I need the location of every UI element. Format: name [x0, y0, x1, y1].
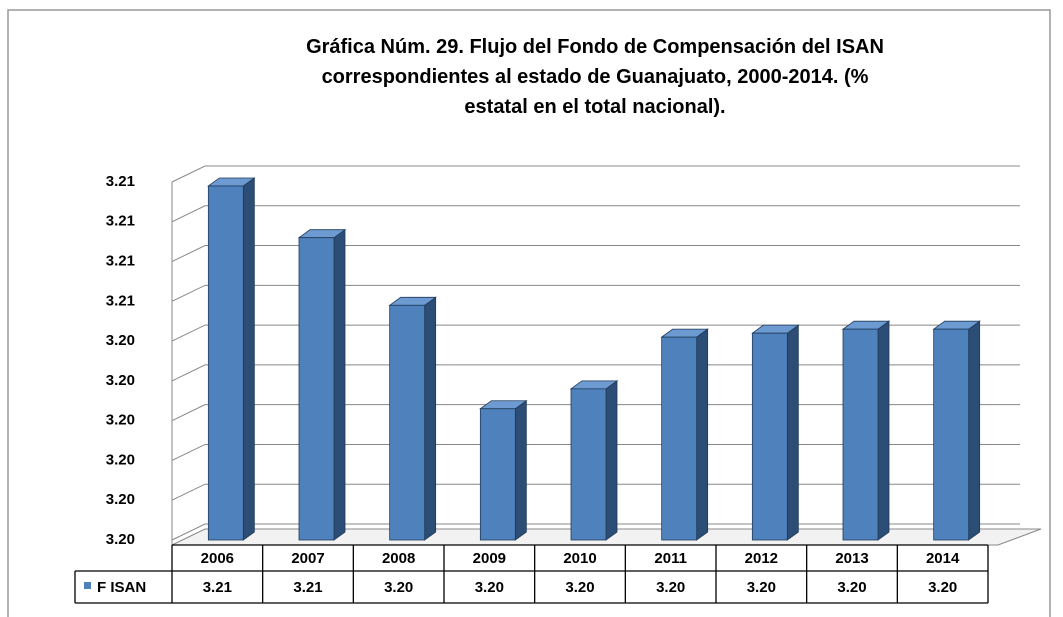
data-label: 3.21 [293, 579, 322, 596]
data-label: 3.20 [384, 579, 413, 596]
table-grid [74, 544, 989, 604]
y-tick-label: 3.20 [106, 332, 135, 349]
bar-side [333, 228, 346, 541]
bar-side [696, 328, 709, 541]
y-tick-label: 3.20 [106, 491, 135, 508]
bar-front [751, 332, 788, 541]
bar-front [298, 237, 335, 541]
bar-side [786, 324, 799, 541]
x-tick-label: 2014 [926, 550, 960, 567]
x-tick-label: 2012 [745, 550, 778, 567]
x-tick-label: 2013 [835, 550, 868, 567]
bar [751, 324, 800, 541]
grid-line [171, 284, 1020, 302]
y-tick-label: 3.21 [106, 253, 135, 270]
x-tick-label: 2007 [291, 550, 324, 567]
chart-frame [7, 9, 1051, 617]
y-tick-label: 3.21 [106, 292, 135, 309]
bar-side [877, 320, 890, 541]
grid-line [171, 205, 1020, 223]
x-tick-label: 2011 [654, 550, 687, 567]
bar-side [605, 380, 618, 541]
bar [569, 380, 619, 541]
legend-swatch [84, 582, 91, 589]
bar-front [661, 336, 698, 541]
data-label: 3.21 [203, 579, 232, 596]
y-tick-label: 3.20 [106, 412, 135, 429]
bar [388, 296, 437, 541]
bar-side [242, 177, 255, 541]
bar-front [479, 408, 516, 541]
y-tick-label: 3.20 [106, 451, 135, 468]
data-label: 3.20 [475, 579, 504, 596]
y-tick-label: 3.21 [106, 213, 135, 230]
bar [932, 320, 981, 541]
bar [207, 177, 256, 541]
bar-front [207, 185, 244, 541]
grid-line [171, 245, 1020, 263]
data-label: 3.20 [837, 579, 866, 596]
x-tick-label: 2009 [473, 550, 506, 567]
y-tick-label: 3.20 [106, 372, 135, 389]
chart-title: Gráfica Núm. 29. Flujo del Fondo de Comp… [306, 36, 884, 118]
grid-line [171, 443, 1020, 461]
data-label: 3.20 [928, 579, 957, 596]
y-tick-label: 3.20 [106, 531, 135, 548]
legend-label: F ISAN [97, 579, 146, 596]
grid-line [171, 483, 1020, 501]
bar [297, 228, 347, 541]
bar [841, 320, 891, 541]
x-tick-label: 2006 [201, 550, 234, 567]
bar-front [933, 328, 970, 541]
bar-front [842, 328, 879, 541]
grid-line [171, 523, 1020, 541]
data-label: 3.20 [656, 579, 685, 596]
grid-line [171, 324, 1020, 342]
grid-line [171, 364, 1020, 382]
bar-side [514, 399, 527, 541]
x-tick-label: 2008 [382, 550, 415, 567]
bar-side [968, 320, 981, 541]
data-label: 3.20 [565, 579, 594, 596]
grid-line [171, 404, 1020, 422]
bar-front [570, 388, 607, 541]
grid-line [171, 165, 1020, 183]
chart-title-text: Gráfica Núm. 29. Flujo del Fondo de Comp… [306, 36, 884, 118]
bar [660, 328, 709, 541]
bar-front [389, 304, 426, 541]
bar [479, 399, 528, 541]
data-label: 3.20 [747, 579, 776, 596]
x-tick-label: 2010 [563, 550, 596, 567]
y-tick-label: 3.21 [106, 173, 135, 190]
bar-side [424, 296, 437, 541]
